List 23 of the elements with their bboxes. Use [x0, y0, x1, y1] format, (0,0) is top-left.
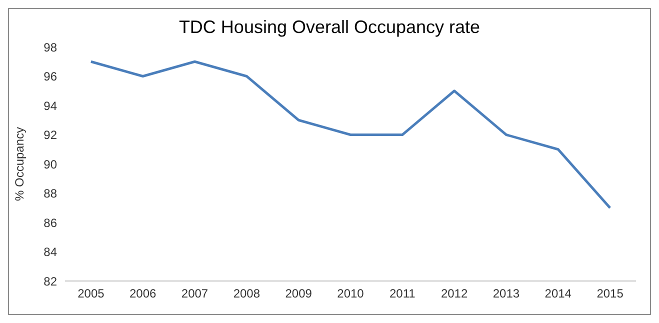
x-tick-label: 2005 — [78, 286, 105, 301]
y-tick-label: 96 — [44, 70, 58, 84]
x-tick-label: 2007 — [181, 286, 208, 301]
y-axis-title: % Occupancy — [12, 126, 26, 202]
y-tick-label: 92 — [44, 128, 58, 142]
x-tick-label: 2012 — [440, 286, 468, 301]
x-tick-label: 2010 — [337, 286, 364, 301]
y-tick-label: 82 — [44, 274, 58, 288]
x-tick-label: 2009 — [285, 286, 312, 301]
y-tick-label: 86 — [44, 216, 58, 230]
chart-title: TDC Housing Overall Occupancy rate — [178, 17, 482, 39]
x-tick-label: 2015 — [596, 286, 624, 301]
y-tick-label: 88 — [44, 186, 58, 201]
y-tick-label: 98 — [44, 40, 58, 54]
y-tick-label: 90 — [44, 157, 58, 172]
x-tick-label: 2008 — [233, 286, 260, 301]
x-tick-label: 2011 — [390, 286, 416, 301]
y-tick-label: 84 — [44, 245, 58, 260]
x-tick-label: 2014 — [544, 286, 572, 301]
x-tick-label: 2006 — [130, 286, 157, 301]
y-tick-label: 94 — [44, 98, 58, 113]
line-series — [90, 60, 612, 210]
x-tick-label: 2013 — [492, 286, 520, 301]
